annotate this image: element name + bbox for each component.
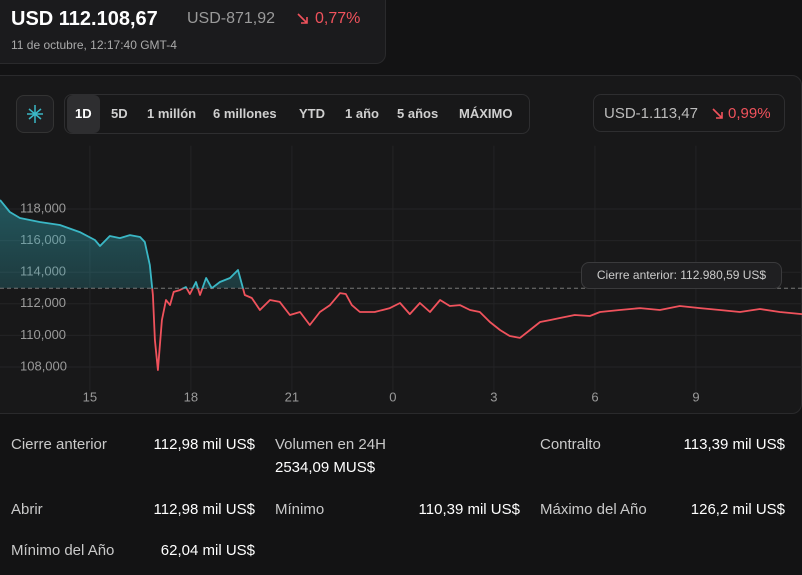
x-tick-label: 0 bbox=[389, 389, 396, 404]
stat-value: 126,2 mil US$ bbox=[690, 501, 785, 518]
y-tick-label: 110,000 bbox=[20, 327, 66, 342]
stat-label: Mínimo bbox=[275, 501, 325, 518]
price-card bbox=[0, 0, 386, 64]
stat-label: Cierre anterior bbox=[11, 436, 107, 453]
stat-value: 112,98 mil US$ bbox=[153, 501, 255, 518]
range-tabs: 1D 5D 1 millón 6 millones YTD 1 año 5 años MÁXI… bbox=[64, 94, 530, 134]
x-tick-label: 18 bbox=[184, 389, 198, 404]
range-change-pct: 0,99% bbox=[728, 105, 771, 122]
tab[interactable]: MÁXIMO bbox=[459, 106, 513, 121]
tab[interactable]: 1 año bbox=[345, 106, 379, 121]
x-tick-label: 3 bbox=[490, 389, 497, 404]
chart-type-button[interactable] bbox=[16, 95, 54, 133]
timestamp: 11 de octubre, 12:17:40 GMT-4 bbox=[11, 38, 177, 52]
range-change-box: USD-1.113,47 0,99% bbox=[593, 94, 785, 132]
y-tick-label: 108,000 bbox=[20, 358, 67, 373]
down-arrow bbox=[712, 108, 723, 119]
stat-value: 2534,09 MUS$ bbox=[275, 459, 376, 476]
stat-label: Mínimo del Año bbox=[11, 542, 115, 559]
stat-value: 62,04 mil US$ bbox=[160, 542, 255, 559]
tab[interactable]: 5 años bbox=[397, 106, 439, 121]
stat-value: 112,98 mil US$ bbox=[153, 436, 255, 453]
x-tick-label: 21 bbox=[285, 389, 299, 404]
tab[interactable]: 1 millón bbox=[147, 106, 197, 121]
price-line bbox=[0, 199, 802, 371]
y-tick-label: 112,000 bbox=[20, 295, 66, 310]
price-change: USD-871,92 bbox=[187, 10, 276, 27]
stat-value: 113,39 mil US$ bbox=[683, 436, 785, 453]
reference-label: Cierre anterior: 112.980,59 US$ bbox=[581, 262, 782, 289]
tab[interactable]: 5D bbox=[111, 106, 128, 121]
price-change-pct: 0,77% bbox=[315, 10, 361, 27]
area bbox=[0, 200, 243, 289]
x-tick-label: 15 bbox=[83, 389, 97, 404]
y-tick-label: 118,000 bbox=[20, 200, 66, 215]
x-tick-label: 9 bbox=[692, 389, 699, 404]
down-arrow bbox=[297, 13, 308, 24]
tab[interactable]: 6 millones bbox=[213, 106, 277, 121]
tab[interactable]: 1D bbox=[67, 95, 100, 133]
icon bbox=[27, 105, 43, 123]
chart: 108,000110,000112,000114,000116,000118,0… bbox=[0, 145, 802, 404]
stat-label: Máximo del Año bbox=[540, 501, 647, 518]
stat-label: Abrir bbox=[11, 501, 43, 518]
stat-value: 110,39 mil US$ bbox=[418, 501, 520, 518]
stat-label: Contralto bbox=[540, 436, 601, 453]
range-change: USD-1.113,47 bbox=[604, 105, 698, 122]
price: USD 112.108,67 bbox=[11, 8, 158, 30]
tab[interactable]: YTD bbox=[299, 106, 325, 121]
stat-label: Volumen en 24H bbox=[275, 436, 386, 453]
x-tick-label: 6 bbox=[591, 389, 598, 404]
